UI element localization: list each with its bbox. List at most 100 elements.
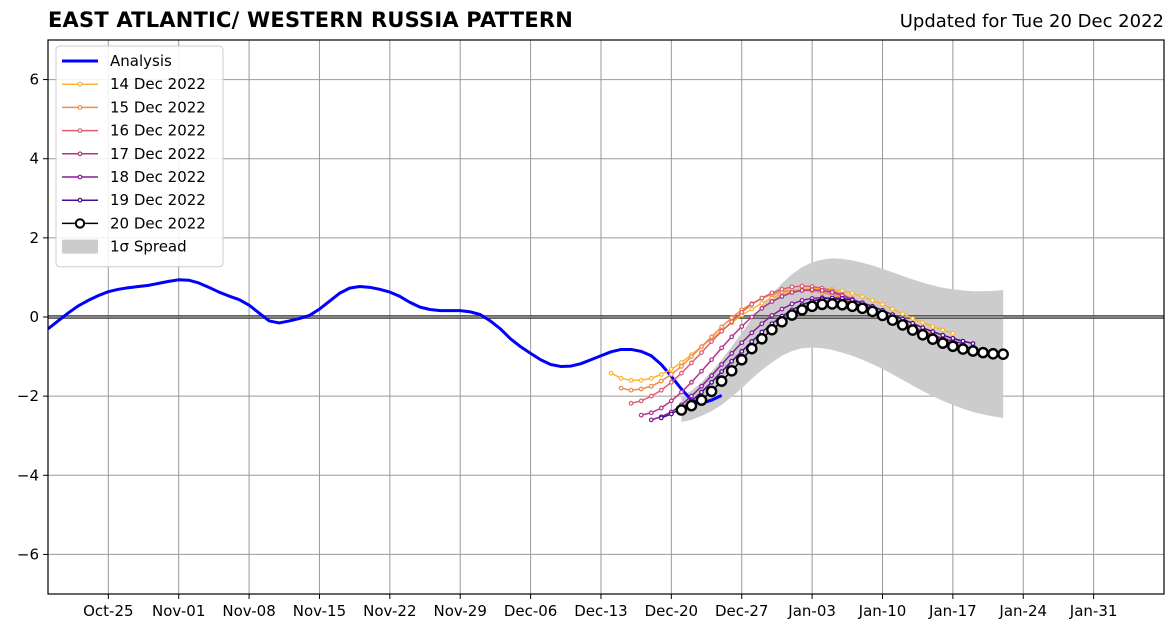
series-point [799, 283, 805, 289]
series-point [679, 364, 684, 369]
x-tick-label: Nov-22 [363, 602, 416, 620]
series-point [608, 370, 614, 376]
forecast-point [947, 340, 959, 353]
analysis-line [48, 278, 723, 405]
series-point [729, 315, 735, 321]
series-point [648, 393, 654, 399]
series-point [638, 412, 644, 418]
legend-marker [77, 81, 83, 87]
x-tick-label: Dec-13 [574, 602, 628, 620]
series-point [910, 316, 916, 321]
forecast-point [987, 348, 999, 360]
forecast-point [695, 394, 708, 406]
series-point [709, 357, 714, 363]
series-point [900, 311, 905, 317]
series-point [719, 345, 725, 351]
forecast-point [826, 298, 839, 310]
x-tick-label: Nov-15 [293, 602, 346, 620]
series-point [729, 351, 735, 356]
series-point [699, 389, 704, 395]
series-point [799, 297, 805, 303]
legend-item: 1σ Spread [62, 238, 187, 256]
grid [48, 40, 1164, 594]
x-tick-label: Dec-27 [715, 602, 769, 620]
series-point [729, 319, 735, 325]
legend-marker [74, 218, 86, 229]
forecast-point [776, 315, 788, 328]
series-point [759, 295, 765, 301]
series-point [769, 290, 775, 296]
forecast-point [866, 305, 879, 318]
series-point [709, 373, 714, 378]
series-point [870, 297, 875, 303]
forecast-point [846, 300, 859, 313]
series-point [779, 286, 785, 292]
series-point [729, 358, 735, 364]
series-point [880, 301, 885, 307]
forecast-point [685, 399, 698, 412]
series-point [789, 290, 795, 295]
series-point [749, 330, 755, 336]
y-tick-label: −4 [17, 466, 39, 484]
legend-label: 16 Dec 2022 [110, 122, 206, 140]
legend-item: 18 Dec 2022 [62, 168, 206, 186]
series-point [799, 288, 805, 293]
series-point [809, 287, 815, 293]
series-point [719, 324, 725, 330]
series-point [658, 387, 664, 393]
series-point [689, 360, 694, 366]
x-tick-label: Nov-08 [222, 602, 275, 620]
series-point [719, 328, 725, 334]
forecast-layer [675, 298, 1009, 416]
spread-area [681, 258, 1004, 422]
series-point [668, 371, 674, 377]
series-point [668, 398, 674, 404]
legend-marker [77, 174, 83, 180]
legend-item: 16 Dec 2022 [62, 122, 206, 140]
series-point [890, 306, 895, 312]
x-tick-label: Jan-10 [858, 602, 907, 620]
forecast-point [876, 309, 889, 322]
x-tick-label: Nov-01 [152, 602, 205, 620]
chart-title: EAST ATLANTIC/ WESTERN RUSSIA PATTERN [48, 8, 574, 32]
series-point [719, 369, 725, 375]
legend-swatch [62, 239, 98, 254]
series-point [769, 313, 775, 318]
legend-label: 1σ Spread [110, 238, 187, 256]
y-tick-label: 6 [29, 71, 39, 89]
forecast-point [705, 385, 718, 398]
series-point [648, 410, 654, 416]
series-point [679, 360, 684, 365]
series-point [648, 383, 654, 389]
series-point [699, 368, 704, 374]
forecast-point [796, 304, 808, 316]
series-point [699, 383, 704, 389]
series-point [970, 341, 976, 346]
legend-label: 17 Dec 2022 [110, 145, 206, 163]
series-point [739, 349, 745, 354]
legend-marker [77, 151, 83, 157]
legend-item: 19 Dec 2022 [62, 191, 206, 209]
legend-item: Analysis [62, 52, 172, 70]
series-point [658, 405, 664, 411]
series-point [739, 309, 745, 315]
forecast-point [715, 375, 728, 387]
series-point [749, 301, 755, 307]
legend-item: 17 Dec 2022 [62, 145, 206, 163]
series-point [829, 290, 835, 295]
forecast-point [806, 300, 818, 313]
series-point [628, 400, 634, 406]
series-point [779, 294, 785, 299]
forecast-point [745, 342, 758, 355]
series-point [779, 306, 785, 312]
forecast-point [786, 309, 798, 321]
forecast-point [997, 348, 1009, 360]
x-tick-label: Jan-03 [787, 602, 836, 620]
series-point [749, 339, 755, 344]
series-point [699, 344, 704, 350]
series-point [638, 377, 644, 383]
series-layer [48, 278, 976, 423]
series-point [689, 393, 694, 399]
x-tick-label: Jan-24 [998, 602, 1047, 620]
legend-marker [77, 197, 83, 203]
